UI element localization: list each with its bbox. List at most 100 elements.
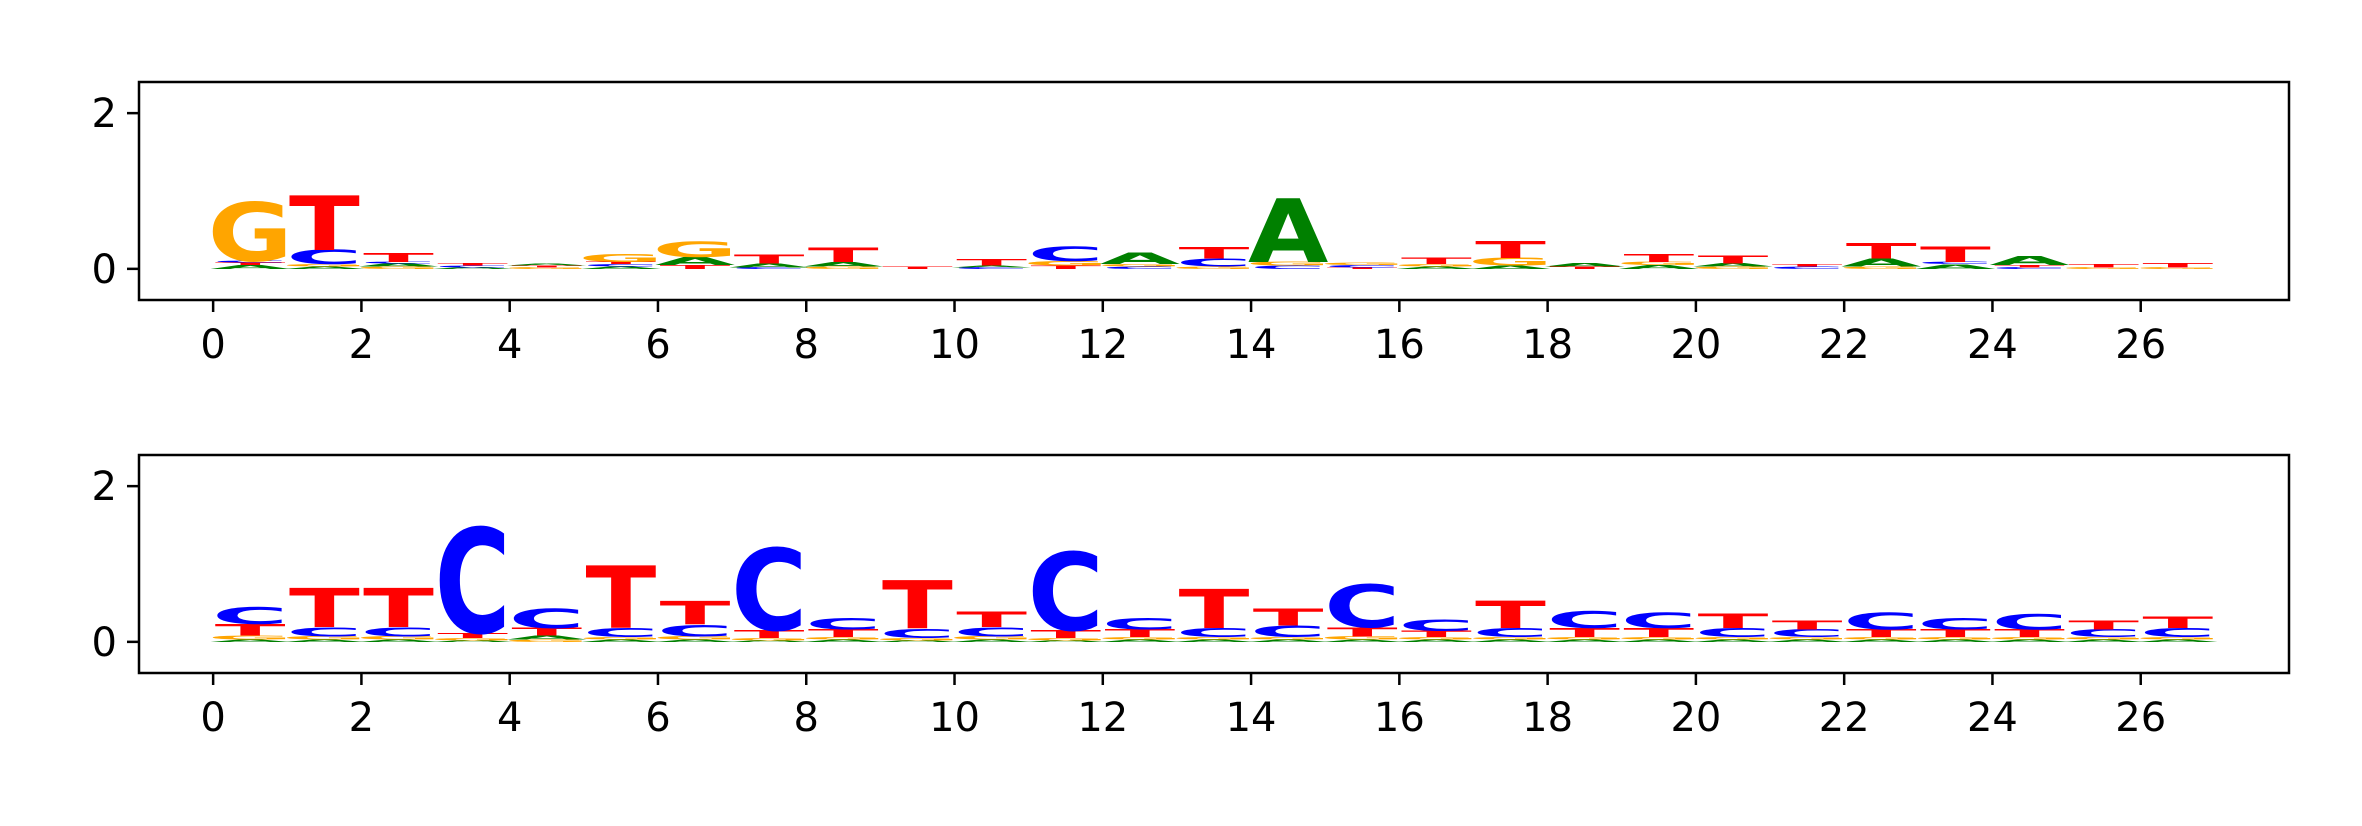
logo-letter-G-pos-14: G: [1246, 637, 1331, 641]
logo-letter-C-pos-21: C: [1769, 628, 1845, 640]
logo-letter-T-pos-5: T: [585, 550, 656, 649]
logo-letter-T-pos-17: T: [1475, 236, 1546, 263]
logo-letter-C-pos-20: C: [1695, 625, 1771, 640]
x-tick-label: 14: [1226, 695, 1277, 741]
logo-letter-T-pos-17: T: [1475, 594, 1546, 637]
logo-letter-A-pos-23: A: [1915, 639, 1996, 643]
logo-letter-G-pos-1: G: [282, 264, 367, 268]
logo-letter-A-pos-24: A: [1989, 639, 2070, 643]
x-tick-label: 8: [794, 695, 819, 741]
logo-letter-G-pos-17: G: [1468, 256, 1553, 268]
logo-letter-A-pos-15: A: [1322, 639, 1403, 643]
logo-letter-G-pos-12: G: [1097, 637, 1182, 641]
logo-letter-A-pos-8: A: [803, 261, 883, 268]
x-tick-label: 4: [497, 322, 522, 368]
logo-letter-C-pos-6: C: [657, 622, 733, 641]
logo-letter-T-pos-2: T: [363, 578, 434, 640]
logo-letter-G-pos-11: G: [1023, 637, 1108, 641]
y-tick-label: 2: [92, 91, 117, 137]
logo-letter-A-pos-16: A: [1396, 639, 1477, 643]
logo-letter-A-pos-5: A: [581, 266, 662, 270]
logo-letter-G-pos-18: G: [1542, 637, 1627, 641]
logo-letter-T-pos-20: T: [1698, 610, 1769, 632]
logo-letter-A-pos-13: A: [1174, 639, 1255, 643]
logo-letter-C-pos-7: C: [731, 267, 807, 269]
logo-letter-C-pos-24: C: [1991, 609, 2067, 634]
logo-letter-C-pos-0: C: [212, 602, 288, 629]
logo-letter-A-pos-2: A: [358, 263, 439, 268]
logo-letter-T-pos-2: T: [363, 250, 435, 265]
logo-letter-T-pos-11: T: [1030, 628, 1101, 640]
logo-letter-G-pos-15: G: [1320, 262, 1405, 266]
logo-letter-A-pos-19: A: [1619, 639, 1700, 643]
logo-letter-A-pos-23: A: [1915, 263, 1995, 270]
logo-letter-G-pos-4: G: [504, 267, 589, 269]
logo-letter-C-pos-3: C: [435, 499, 511, 666]
logo-letter-T-pos-26: T: [2142, 261, 2213, 268]
logo-letter-T-pos-23: T: [1920, 628, 1991, 640]
logo-letter-A-pos-6: A: [655, 255, 735, 267]
logo-letter-A-pos-7: A: [729, 640, 810, 642]
logo-letter-C-pos-8: C: [805, 615, 881, 634]
logo-letter-A-pos-26: A: [2138, 639, 2219, 643]
logo-letter-A-pos-10: A: [951, 639, 1032, 643]
logo-letter-T-pos-18: T: [1549, 625, 1621, 640]
logo-letter-T-pos-16: T: [1401, 629, 1472, 639]
logo-letter-T-pos-7: T: [734, 628, 805, 640]
logo-letter-C-pos-2: C: [360, 261, 436, 263]
logo-letter-A-pos-4: A: [507, 635, 588, 641]
logo-letter-T-pos-22: T: [1846, 239, 1917, 264]
logo-letter-G-pos-21: G: [1765, 637, 1850, 641]
logo-letter-C-pos-26: C: [2140, 625, 2216, 640]
logo-letter-G-pos-24: G: [1987, 637, 2072, 641]
logo-letter-C-pos-10: C: [953, 267, 1029, 269]
logo-letter-C-pos-18: C: [1547, 606, 1623, 633]
logo-letter-G-pos-2: G: [356, 636, 441, 641]
logo-letter-C-pos-25: C: [2066, 628, 2142, 640]
logo-letter-A-pos-22: A: [1841, 257, 1921, 269]
logo-letter-T-pos-15: T: [1327, 625, 1399, 640]
logo-letter-C-pos-11: C: [1028, 531, 1104, 656]
logo-letter-T-pos-19: T: [1623, 625, 1695, 640]
logo-letter-A-pos-17: A: [1470, 265, 1551, 270]
x-tick-label: 24: [1967, 695, 2018, 741]
logo-letter-G-pos-4: G: [504, 639, 589, 643]
logo-letter-C-pos-16: C: [1398, 616, 1474, 635]
logo-letter-C-pos-13: C: [1176, 257, 1252, 269]
logo-letter-A-pos-14: A: [1248, 181, 1328, 283]
logo-letter-T-pos-11: T: [1030, 265, 1101, 270]
x-tick-label: 20: [1670, 695, 1721, 741]
logo-letter-T-pos-20: T: [1698, 254, 1769, 266]
logo-letter-C-pos-14: C: [1250, 265, 1326, 270]
logo-letter-C-pos-24: C: [1991, 267, 2067, 269]
logo-letter-T-pos-3: T: [437, 631, 508, 640]
logo-letter-C-pos-7: C: [731, 527, 807, 657]
logo-letter-G-pos-19: G: [1616, 637, 1701, 641]
logo-letter-C-pos-17: C: [1472, 625, 1548, 640]
x-tick-label: 0: [200, 322, 225, 368]
logo-letter-C-pos-1: C: [286, 246, 362, 268]
logo-letter-A-pos-17: A: [1470, 639, 1551, 643]
x-tick-label: 22: [1819, 695, 1870, 741]
logo-letter-G-pos-17: G: [1468, 637, 1553, 641]
logo-letter-G-pos-0: G: [208, 635, 293, 641]
logo-letter-T-pos-21: T: [1772, 618, 1844, 633]
logo-letter-C-pos-15: C: [1324, 264, 1400, 268]
x-tick-label: 14: [1226, 322, 1277, 368]
logo-letter-A-pos-20: A: [1693, 263, 1774, 268]
x-tick-label: 26: [2115, 322, 2166, 368]
x-tick-label: 2: [349, 322, 374, 368]
x-tick-label: 4: [497, 695, 522, 741]
logo-letter-G-pos-3: G: [430, 637, 515, 641]
logo-letter-G-pos-5: G: [578, 252, 663, 264]
logo-letter-T-pos-24: T: [1994, 628, 2065, 640]
logo-letter-A-pos-10: A: [951, 265, 1032, 267]
logo-letter-C-pos-12: C: [1102, 615, 1178, 634]
logo-letter-T-pos-8: T: [808, 628, 879, 640]
logo-letter-T-pos-26: T: [2142, 613, 2213, 632]
logo-letter-A-pos-1: A: [284, 639, 365, 643]
logo-letter-G-pos-13: G: [1171, 637, 1256, 641]
logo-letter-C-pos-21: C: [1769, 266, 1845, 270]
logo-letter-T-pos-25: T: [2068, 618, 2140, 633]
